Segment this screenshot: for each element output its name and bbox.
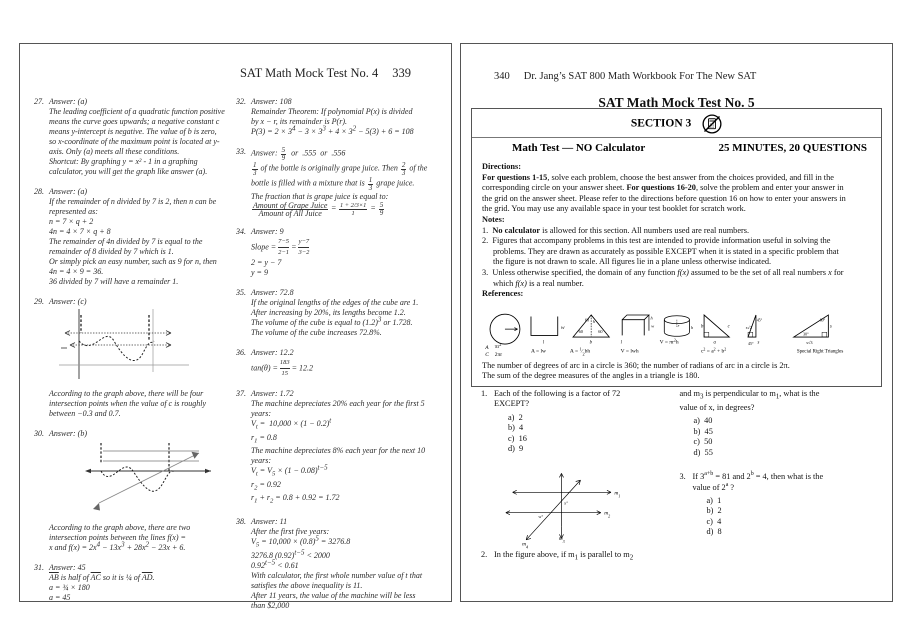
svg-text:30°: 30° xyxy=(803,331,809,336)
svg-text:45°: 45° xyxy=(757,317,763,322)
svg-text:a: a xyxy=(713,340,716,345)
svg-text:Special Right Triangles: Special Right Triangles xyxy=(797,349,843,354)
svg-text:V = πr2h: V = πr2h xyxy=(660,337,679,346)
svg-text:c2 = a2 + b2: c2 = a2 + b2 xyxy=(701,346,726,355)
svg-text:b: b xyxy=(701,324,704,329)
svg-text:C: C xyxy=(485,352,489,358)
svg-text:s: s xyxy=(757,340,759,345)
svg-text:l: l xyxy=(543,340,545,345)
svg-text:l: l xyxy=(621,340,623,345)
svg-text:A = 1⁄2bh: A = 1⁄2bh xyxy=(570,346,590,356)
svg-text:60: 60 xyxy=(585,317,589,322)
svg-text:A: A xyxy=(484,345,489,351)
svg-text:w: w xyxy=(651,323,654,328)
svg-text:m4: m4 xyxy=(522,541,528,549)
svg-text:60°: 60° xyxy=(820,317,826,322)
svg-text:45°: 45° xyxy=(748,341,754,346)
svg-text:60: 60 xyxy=(579,329,583,334)
svg-text:s√3: s√3 xyxy=(806,340,812,345)
svg-text:A = lw: A = lw xyxy=(531,348,546,354)
svg-text:h: h xyxy=(691,325,693,330)
svg-text:s√2: s√2 xyxy=(746,325,752,330)
svg-text:w°: w° xyxy=(538,514,543,519)
svg-text:w: w xyxy=(561,325,565,331)
svg-text:s: s xyxy=(830,324,832,329)
svg-text:h: h xyxy=(650,315,652,320)
svg-text:m1: m1 xyxy=(614,490,620,498)
svg-text:b: b xyxy=(590,340,593,345)
svg-text:V = lwh: V = lwh xyxy=(621,348,639,354)
svg-text:c: c xyxy=(728,324,731,329)
svg-text:h: h xyxy=(593,319,595,324)
svg-text:60: 60 xyxy=(599,329,603,334)
svg-text:x°: x° xyxy=(563,501,568,506)
svg-text:2πr: 2πr xyxy=(495,352,503,358)
svg-text:m2: m2 xyxy=(604,511,610,518)
